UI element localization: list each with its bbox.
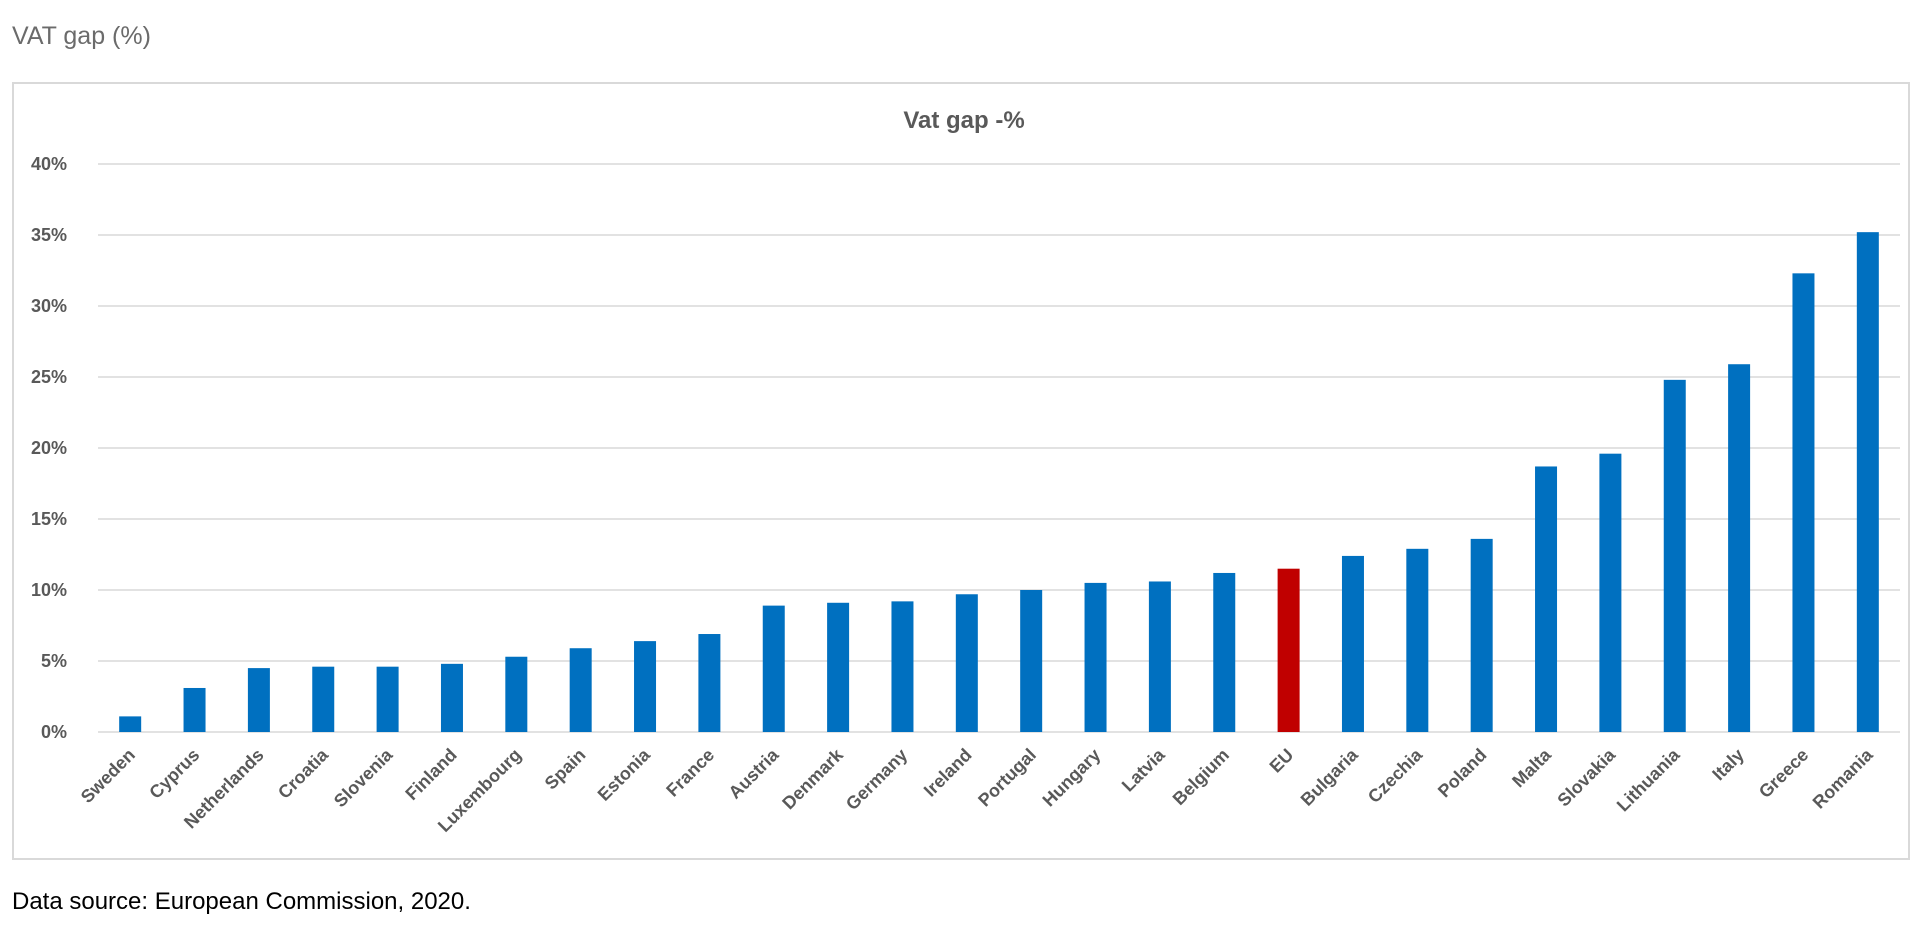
- y-tick-label: 0%: [41, 722, 67, 742]
- gridlines: [98, 163, 1900, 733]
- y-tick-label: 20%: [31, 438, 67, 458]
- bar-finland: [440, 663, 463, 732]
- bar-italy: [1728, 364, 1751, 732]
- y-tick-label: 5%: [41, 651, 67, 671]
- bar-czechia: [1406, 548, 1429, 732]
- page-heading: VAT gap (%): [12, 22, 151, 50]
- bar-lithuania: [1663, 379, 1686, 732]
- y-tick-label: 30%: [31, 296, 67, 316]
- category-label-eu: EU: [1266, 745, 1298, 777]
- category-label-belgium: Belgium: [1169, 745, 1233, 809]
- y-tick-label: 15%: [31, 509, 67, 529]
- bar-estonia: [634, 641, 657, 732]
- bar-slovakia: [1599, 453, 1622, 732]
- y-tick-label: 25%: [31, 367, 67, 387]
- category-label-finland: Finland: [401, 745, 460, 804]
- category-label-germany: Germany: [842, 745, 911, 814]
- data-source-note: Data source: European Commission, 2020.: [12, 888, 471, 915]
- bar-croatia: [312, 666, 335, 732]
- bar-latvia: [1148, 581, 1171, 732]
- bar-denmark: [827, 602, 850, 732]
- vat-gap-bar-chart: Vat gap -% 0% 5% 10% 15% 20% 25% 30% 35% 40% Swe…: [31, 107, 1900, 836]
- bars: [119, 232, 1879, 732]
- bar-poland: [1470, 538, 1493, 732]
- bar-cyprus: [183, 687, 206, 732]
- bar-austria: [762, 605, 785, 732]
- category-label-latvia: Latvia: [1118, 744, 1170, 796]
- category-label-czechia: Czechia: [1364, 744, 1427, 807]
- y-axis-ticks: 0% 5% 10% 15% 20% 25% 30% 35% 40%: [31, 154, 67, 742]
- category-label-slovakia: Slovakia: [1553, 744, 1619, 810]
- category-label-ireland: Ireland: [920, 745, 976, 801]
- category-label-estonia: Estonia: [594, 744, 655, 805]
- category-label-bulgaria: Bulgaria: [1297, 744, 1363, 810]
- category-label-greece: Greece: [1755, 745, 1812, 802]
- category-label-romania: Romania: [1809, 744, 1878, 813]
- category-label-austria: Austria: [725, 744, 784, 803]
- chart-title: Vat gap -%: [903, 107, 1024, 134]
- bar-romania: [1856, 232, 1879, 732]
- bar-germany: [891, 601, 914, 732]
- bar-france: [698, 634, 721, 732]
- bar-portugal: [1020, 590, 1043, 732]
- bar-sweden: [119, 716, 142, 732]
- y-tick-label: 10%: [31, 580, 67, 600]
- bar-netherlands: [247, 668, 270, 732]
- category-label-spain: Spain: [541, 745, 590, 794]
- bar-malta: [1535, 466, 1558, 732]
- category-label-poland: Poland: [1434, 745, 1491, 802]
- category-label-slovenia: Slovenia: [330, 744, 397, 811]
- bar-hungary: [1084, 582, 1107, 732]
- bar-spain: [569, 648, 592, 732]
- category-label-cyprus: Cyprus: [145, 745, 203, 803]
- bar-slovenia: [376, 666, 399, 732]
- bar-ireland: [955, 594, 978, 732]
- category-label-denmark: Denmark: [778, 744, 847, 813]
- category-label-hungary: Hungary: [1039, 745, 1105, 811]
- category-label-france: France: [662, 745, 718, 801]
- bar-greece: [1792, 273, 1815, 732]
- y-tick-label: 35%: [31, 225, 67, 245]
- category-label-croatia: Croatia: [274, 744, 333, 803]
- bar-eu: [1277, 568, 1300, 732]
- category-label-lithuania: Lithuania: [1613, 744, 1684, 815]
- category-label-malta: Malta: [1508, 744, 1555, 791]
- y-tick-label: 40%: [31, 154, 67, 174]
- bar-belgium: [1213, 572, 1236, 732]
- chart-frame: Vat gap -% 0% 5% 10% 15% 20% 25% 30% 35% 40% Swe…: [12, 82, 1910, 860]
- category-label-italy: Italy: [1708, 745, 1748, 785]
- category-label-portugal: Portugal: [974, 745, 1040, 811]
- bar-bulgaria: [1341, 555, 1364, 732]
- bar-luxembourg: [505, 656, 528, 732]
- category-label-sweden: Sweden: [77, 745, 139, 807]
